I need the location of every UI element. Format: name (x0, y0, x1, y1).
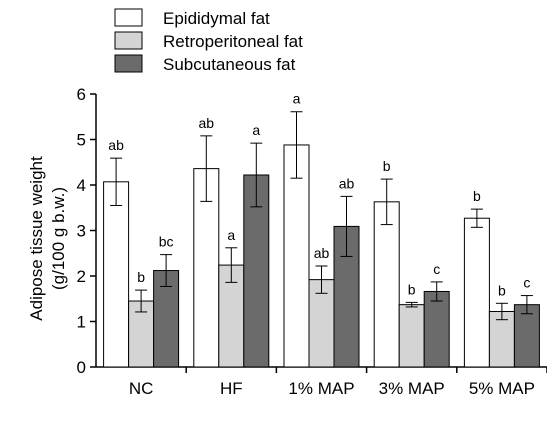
y-axis-title-line: (g/100 g b.w.) (49, 187, 68, 290)
y-tick-label: 3 (77, 222, 86, 241)
legend-swatch (114, 8, 143, 27)
bar (308, 279, 335, 368)
legend: Epididymal fat Retroperitoneal fat Subcuta… (114, 8, 303, 74)
legend-swatch (114, 54, 143, 73)
significance-label: a (293, 91, 301, 107)
bar (398, 304, 425, 368)
x-category-label: 5% MAP (469, 379, 535, 398)
bar (103, 181, 130, 368)
bar (373, 201, 400, 368)
x-category-label: 3% MAP (379, 379, 445, 398)
y-tick-label: 1 (77, 313, 86, 332)
y-axis: 0 1 2 3 4 5 6 (77, 85, 97, 377)
legend-label: Epididymal fat (163, 9, 270, 28)
significance-label: ab (339, 175, 355, 191)
y-tick-label: 6 (77, 85, 86, 104)
significance-label: c (433, 261, 440, 277)
bar (463, 217, 490, 368)
significance-label: bc (159, 234, 174, 250)
bar (423, 290, 450, 368)
x-category-label: NC (129, 379, 154, 398)
significance-label: b (137, 269, 145, 285)
y-tick-label: 2 (77, 267, 86, 286)
bar (193, 168, 220, 368)
significance-label: ab (199, 115, 215, 131)
significance-label: a (227, 227, 235, 243)
legend-swatch (114, 31, 143, 50)
significance-label: a (252, 122, 260, 138)
y-tick-label: 0 (77, 358, 86, 377)
significance-label: b (383, 158, 391, 174)
x-axis: NC HF 1% MAP 3% MAP 5% MAP (96, 366, 547, 398)
legend-label: Subcutaneous fat (163, 55, 296, 74)
significance-label: ab (314, 245, 330, 261)
significance-label: c (523, 275, 530, 291)
x-category-label: 1% MAP (288, 379, 354, 398)
significance-label: b (408, 281, 416, 297)
bar (488, 310, 515, 368)
y-axis-title-line: Adipose tissue weight (27, 156, 46, 321)
y-tick-label: 4 (77, 176, 86, 195)
y-tick-label: 5 (77, 131, 86, 150)
significance-label: ab (108, 137, 124, 153)
x-category-label: HF (220, 379, 243, 398)
significance-label: b (473, 188, 481, 204)
bar (513, 304, 540, 368)
legend-label: Retroperitoneal fat (163, 32, 303, 51)
significance-label: b (498, 282, 506, 298)
bar (283, 144, 310, 368)
